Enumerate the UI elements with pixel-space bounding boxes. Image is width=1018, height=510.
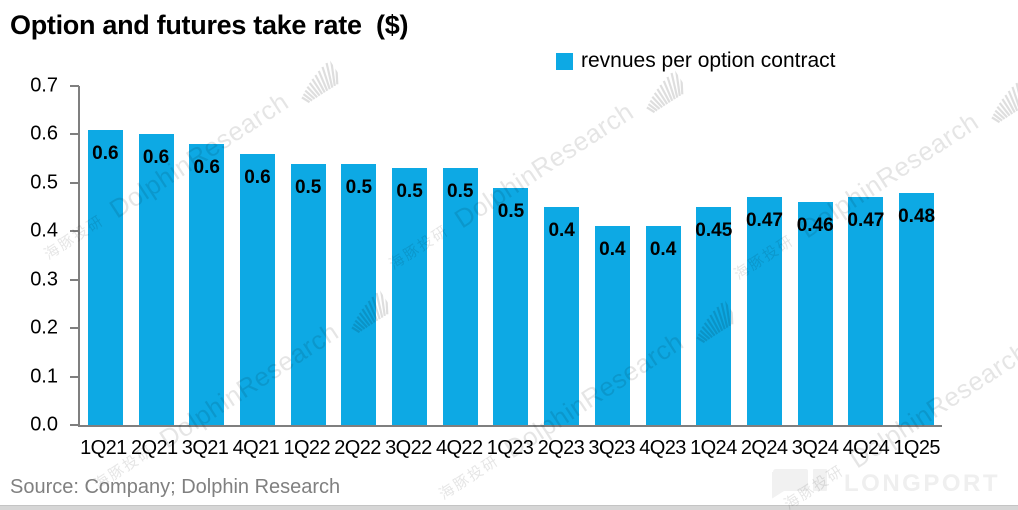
x-tick-label: 4Q22	[435, 437, 483, 459]
bar-value-label: 0.5	[396, 181, 423, 203]
x-tick-label: 2Q23	[537, 437, 585, 459]
y-tick-mark	[70, 327, 79, 330]
bar-fan-icon	[991, 82, 1018, 124]
x-tick-label: 1Q22	[283, 437, 330, 459]
bar-1Q24: 0.45	[695, 207, 733, 425]
bar-4Q24: 0.47	[847, 197, 885, 425]
legend-label: revnues per option contract	[581, 49, 836, 72]
x-tick-label: 4Q21	[232, 437, 280, 459]
bar-value-label: 0.46	[796, 215, 834, 237]
y-tick-mark	[70, 230, 79, 233]
bar-cell: 0.45	[688, 86, 739, 425]
bar-value-label: 0.4	[599, 239, 626, 261]
source-note: Source: Company; Dolphin Research	[10, 476, 341, 498]
x-tick-label: 3Q21	[181, 437, 229, 459]
bar-value-label: 0.5	[294, 176, 322, 198]
bar-3Q21: 0.6	[189, 144, 225, 425]
y-tick-label: 0.2	[30, 316, 58, 339]
bar-cell: 0.6	[131, 86, 182, 425]
bar-value-label: 0.47	[745, 210, 783, 232]
x-tick-label: 3Q23	[588, 437, 635, 459]
bar-2Q22: 0.5	[341, 163, 377, 425]
x-tick-label: 3Q24	[791, 437, 839, 459]
bar-cell: 0.47	[739, 86, 790, 425]
bar-cell: 0.4	[536, 86, 587, 425]
bar-cell: 0.6	[80, 86, 131, 425]
bar-1Q21: 0.6	[87, 129, 123, 425]
bar-3Q22: 0.5	[392, 168, 428, 425]
bar-value-label: 0.47	[847, 210, 885, 232]
bar-cell: 0.5	[435, 86, 486, 425]
bar-4Q23: 0.4	[645, 226, 681, 425]
bar-cell: 0.47	[841, 86, 892, 425]
x-tick-label: 2Q22	[334, 437, 381, 459]
chart-title: Option and futures take rate ($)	[10, 10, 409, 40]
bar-4Q22: 0.5	[442, 168, 478, 425]
bar-value-label: 0.48	[898, 205, 936, 227]
bar-3Q24: 0.46	[796, 202, 834, 425]
bar-cell: 0.5	[384, 86, 435, 425]
bar-cell: 0.6	[232, 86, 283, 425]
bar-value-label: 0.5	[447, 181, 474, 203]
bar-cell: 0.46	[790, 86, 841, 425]
bar-value-label: 0.5	[497, 200, 525, 222]
bar-value-label: 0.4	[649, 239, 677, 261]
y-tick-label: 0.3	[30, 268, 58, 291]
bar-value-label: 0.6	[193, 157, 220, 179]
x-axis-labels: 1Q21 2Q21 3Q21 4Q21 1Q22 2Q22 3Q22 4Q22 1Q23 2Q23…	[78, 437, 942, 460]
bar-4Q21: 0.6	[239, 153, 275, 425]
bar-value-label: 0.6	[142, 147, 170, 169]
bar-1Q22: 0.5	[290, 163, 326, 425]
x-tick-label: 2Q24	[740, 437, 788, 459]
x-tick-label: 3Q22	[385, 437, 432, 459]
legend-swatch-icon	[556, 52, 573, 70]
bar-3Q23: 0.4	[594, 226, 630, 425]
longport-logo-icon	[772, 469, 827, 499]
y-tick-mark	[70, 133, 79, 136]
bar-cell: 0.48	[891, 86, 942, 425]
y-tick-label: 0.6	[30, 122, 58, 145]
bar-cell: 0.5	[486, 86, 537, 425]
y-tick-mark	[70, 85, 79, 87]
bar-value-label: 0.6	[92, 142, 119, 164]
bar-1Q23: 0.5	[493, 187, 529, 425]
bar-value-label: 0.4	[548, 220, 575, 242]
y-tick-label: 0.0	[30, 413, 58, 436]
y-tick-label: 0.5	[30, 171, 58, 194]
y-tick-label: 0.1	[30, 365, 58, 388]
bar-2Q24: 0.47	[745, 197, 783, 425]
bar-cell: 0.4	[587, 86, 638, 425]
x-tick-label: 2Q21	[130, 437, 178, 459]
bar-cell: 0.4	[638, 86, 689, 425]
x-tick-label: 1Q23	[486, 437, 534, 459]
bar-cell: 0.5	[334, 86, 385, 425]
y-tick-mark	[70, 375, 79, 378]
x-tick-label: 4Q23	[639, 437, 686, 459]
bar-2Q23: 0.4	[544, 207, 580, 425]
bottom-divider	[0, 505, 1018, 510]
y-tick-label: 0.4	[30, 219, 58, 242]
legend: revnues per option contract	[556, 49, 835, 73]
x-tick-label: 1Q21	[80, 437, 127, 459]
bar-cell: 0.6	[181, 86, 232, 425]
plot-area: 0.6 0.6 0.6 0.6 0.5 0.5 0.5 0.5 0.5 0.4 0.4 0.4 0.45…	[30, 75, 942, 436]
x-tick-label: 1Q25	[893, 437, 940, 459]
bar-value-label: 0.45	[695, 220, 733, 242]
y-tick-mark	[70, 181, 79, 184]
bar-value-label: 0.5	[345, 176, 373, 198]
bar-value-label: 0.6	[244, 166, 271, 188]
bar-2Q21: 0.6	[138, 134, 174, 425]
longport-logo: LONGPORT	[772, 469, 1000, 499]
y-tick-label: 0.7	[30, 74, 58, 97]
x-tick-label: 4Q24	[842, 437, 890, 459]
bar-1Q25: 0.48	[898, 192, 936, 425]
y-tick-mark	[70, 278, 79, 281]
y-tick-mark	[70, 424, 79, 426]
bar-cell: 0.5	[283, 86, 334, 425]
bars-row: 0.6 0.6 0.6 0.6 0.5 0.5 0.5 0.5 0.5 0.4 0.4 0.4 0.45…	[80, 86, 942, 425]
x-tick-label: 1Q24	[690, 437, 737, 459]
longport-logo-text: LONGPORT	[844, 470, 1000, 497]
